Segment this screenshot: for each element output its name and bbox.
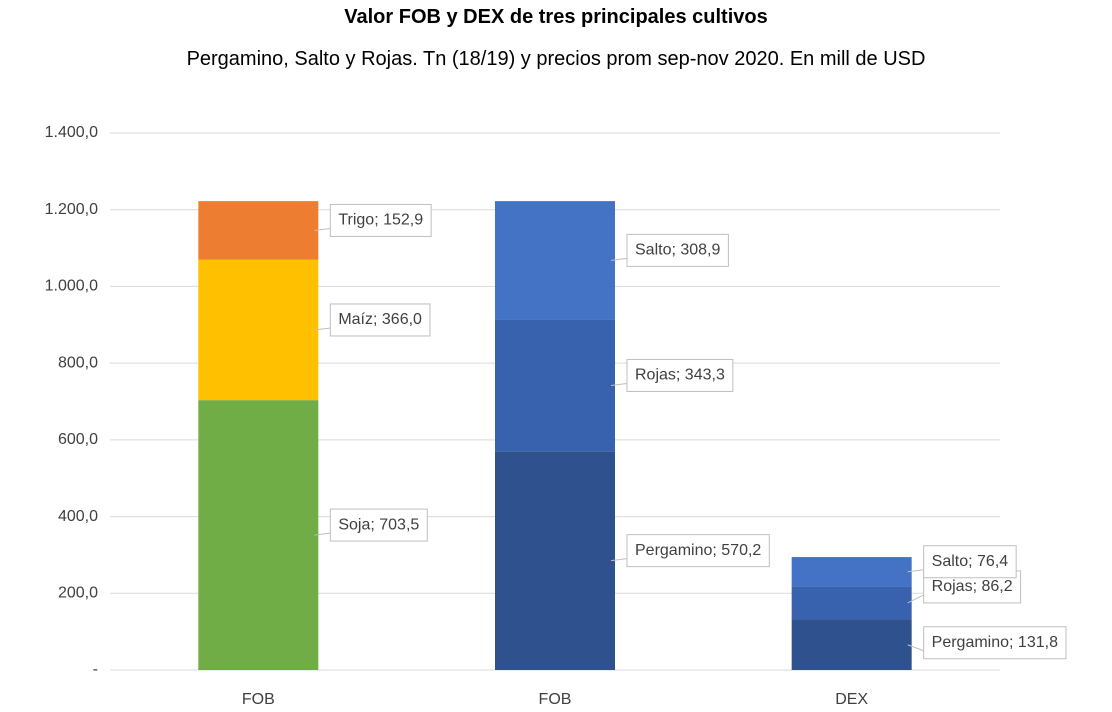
bar-segment: [791, 586, 912, 620]
data-label-box: [329, 508, 428, 542]
callout: [314, 532, 331, 536]
data-label: Rojas; 343,3: [635, 367, 725, 384]
data-label: Salto; 76,4: [932, 553, 1009, 570]
y-tick-label: 200,0: [58, 585, 98, 602]
bar-segment: [495, 451, 615, 670]
bar-segment: [198, 259, 319, 401]
bar-segment: [198, 201, 319, 260]
data-label-box: [626, 233, 729, 267]
callout: [314, 327, 331, 331]
chart-subtitle: Pergamino, Salto y Rojas. Tn (18/19) y p…: [186, 48, 926, 70]
callout: [907, 644, 924, 652]
data-label-box: [626, 358, 734, 392]
callout: [314, 227, 331, 231]
y-tick-label: 1.400,0: [45, 124, 98, 141]
y-tick-label: 1.200,0: [45, 201, 98, 218]
y-tick-label: 1.000,0: [45, 278, 98, 295]
y-tick-label: 400,0: [58, 508, 98, 525]
callout: [610, 558, 628, 562]
data-label: Soja; 703,5: [338, 516, 419, 533]
data-label: Pergamino; 131,8: [932, 634, 1058, 651]
callout: [610, 382, 628, 386]
data-label: Pergamino; 570,2: [635, 542, 761, 559]
x-tick-label: DEX: [835, 691, 868, 708]
data-label: Rojas; 86,2: [932, 578, 1013, 595]
data-label: Trigo; 152,9: [338, 212, 423, 229]
x-tick-label: FOB: [242, 691, 275, 708]
data-label-box: [329, 303, 431, 337]
bar-segment: [791, 557, 912, 587]
bar-segment: [495, 319, 615, 452]
callout: [907, 594, 924, 604]
x-tick-label: FOB: [539, 691, 572, 708]
data-label-box: [923, 545, 1017, 579]
bar-segment: [495, 201, 615, 320]
data-label: Maíz; 366,0: [338, 311, 422, 328]
data-label-box: [626, 534, 770, 568]
y-tick-label: 800,0: [58, 354, 98, 371]
callout: [610, 257, 628, 261]
callout: [907, 569, 924, 573]
y-tick-label: 600,0: [58, 431, 98, 448]
chart-title: Valor FOB y DEX de tres principales cult…: [344, 6, 768, 28]
bar-segment: [198, 400, 319, 670]
y-tick-label: -: [93, 661, 98, 678]
data-label: Salto; 308,9: [635, 242, 721, 259]
bar-segment: [791, 619, 912, 670]
data-label-box: [329, 203, 432, 237]
data-label-box: [923, 626, 1067, 660]
